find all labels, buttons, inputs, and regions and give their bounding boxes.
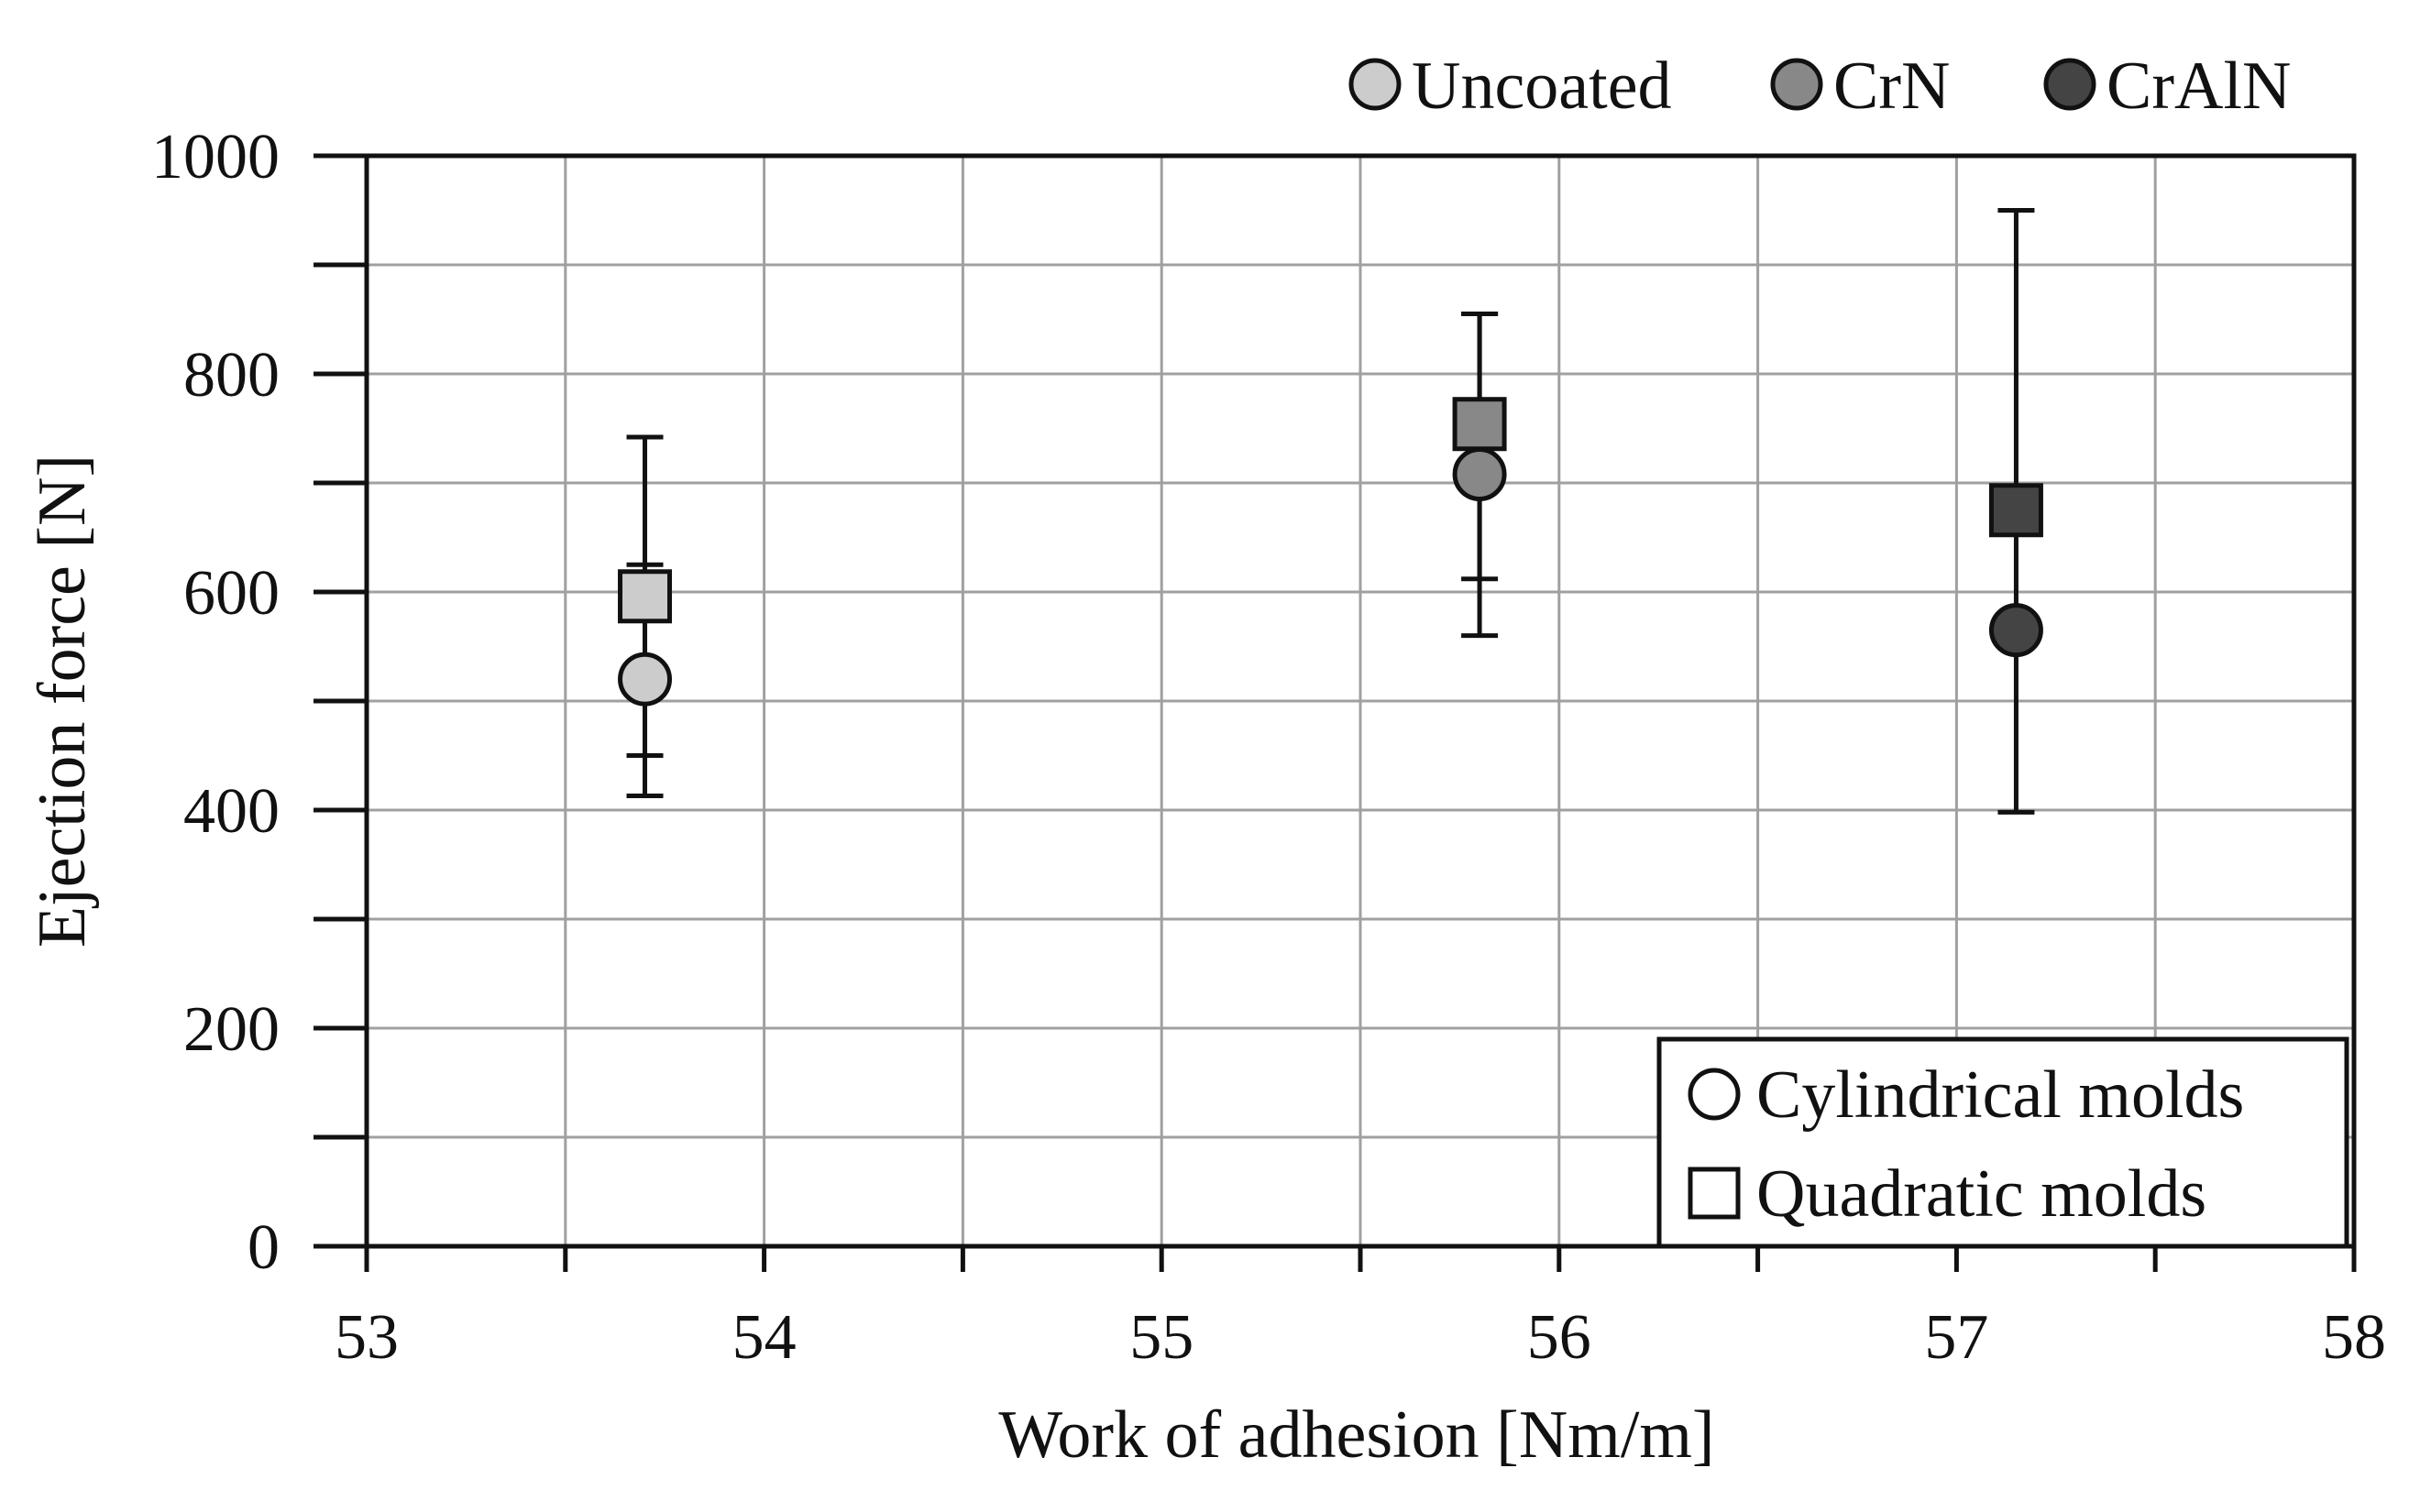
legend-box bbox=[1656, 1036, 2349, 1249]
y-axis-title: Ejection force [N] bbox=[25, 455, 100, 948]
y-tick-label: 200 bbox=[183, 994, 280, 1065]
x-axis-title: Work of adhesion [Nm/m] bbox=[998, 1397, 1714, 1473]
data-point-circle bbox=[1452, 446, 1507, 501]
ticks: 53 54 55 56 57 58 0 200 400 600 800 1000 bbox=[151, 122, 2386, 1373]
legend-marker-circle bbox=[1770, 58, 1823, 111]
legend-marker-circle bbox=[1348, 58, 1402, 111]
x-tick-label: 54 bbox=[732, 1302, 797, 1373]
data-point-square bbox=[1988, 483, 2043, 538]
data-point-circle bbox=[1988, 603, 2043, 658]
shape-legend: Cylindrical molds Quadratic molds bbox=[1656, 1036, 2349, 1249]
legend-label: CrAlN bbox=[2106, 49, 2291, 124]
data-point-circle bbox=[618, 652, 673, 707]
x-tick-label: 55 bbox=[1129, 1302, 1194, 1373]
legend-marker-circle bbox=[1688, 1068, 1741, 1121]
x-tick-label: 53 bbox=[335, 1302, 399, 1373]
y-tick-label: 600 bbox=[183, 558, 280, 629]
y-tick-label: 800 bbox=[183, 340, 280, 411]
coating-legend: Uncoated CrN CrAlN bbox=[1348, 49, 2291, 124]
markers bbox=[618, 397, 2043, 707]
legend-marker-square bbox=[1688, 1167, 1741, 1220]
x-tick-label: 57 bbox=[1924, 1302, 1988, 1373]
data-point-square bbox=[1452, 397, 1507, 452]
x-tick-label: 58 bbox=[2322, 1302, 2386, 1373]
data-point-square bbox=[618, 569, 673, 624]
legend-label: CrN bbox=[1833, 49, 1950, 124]
x-tick-label: 56 bbox=[1527, 1302, 1591, 1373]
y-tick-label: 0 bbox=[248, 1212, 280, 1283]
error-bars bbox=[626, 208, 2035, 815]
legend-label: Quadratic molds bbox=[1756, 1156, 2206, 1232]
legend-label: Cylindrical molds bbox=[1756, 1057, 2244, 1133]
y-tick-label: 400 bbox=[183, 776, 280, 847]
y-tick-label: 1000 bbox=[151, 122, 280, 192]
legend-label: Uncoated bbox=[1412, 49, 1672, 124]
legend-marker-circle bbox=[2043, 58, 2096, 111]
